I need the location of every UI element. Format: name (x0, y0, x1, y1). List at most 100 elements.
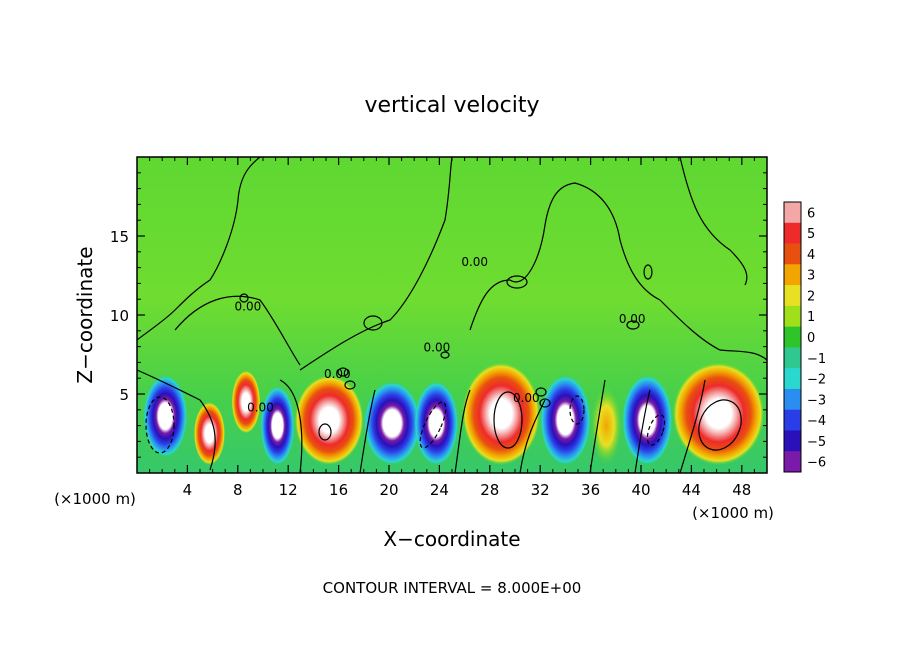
x-tick-label: 44 (682, 481, 701, 499)
contour-line (137, 157, 261, 341)
contour-loop (539, 398, 551, 408)
x-tick-label: 4 (183, 481, 193, 499)
contour-loop (419, 401, 447, 449)
colorbar-label: 5 (807, 227, 815, 242)
colorbar-label: −1 (807, 352, 826, 367)
x-unit-right: (×1000 m) (692, 504, 774, 522)
y-tick-label: 15 (110, 228, 129, 246)
contour-label: 0.00 (424, 340, 451, 354)
y-axis-label: Z−coordinate (73, 246, 97, 383)
y-axis: 5 10 15 (110, 172, 767, 458)
contour-label: 0.00 (619, 312, 646, 326)
field-cell (462, 362, 541, 466)
x-tick-label: 20 (379, 481, 398, 499)
x-tick-label: 48 (732, 481, 751, 499)
chart-title: vertical velocity (364, 93, 539, 118)
colorbar-swatch (784, 388, 801, 411)
contour-line (359, 389, 376, 473)
field-cell (193, 401, 226, 466)
contour-loop (337, 367, 349, 377)
colorbar-swatch (784, 326, 801, 348)
contour-line (679, 157, 748, 286)
colorbar-label: 3 (807, 269, 815, 284)
field-cell (414, 381, 459, 466)
contour-line (519, 399, 546, 473)
contour-labels: 0.00 0.00 0.00 0.00 0.00 0.00 0.00 (235, 255, 646, 414)
contour-line (299, 157, 453, 371)
field-cell (143, 375, 188, 458)
contour-loop (643, 264, 653, 280)
contour-line (454, 389, 471, 473)
contour-loop (318, 423, 332, 441)
contour-loop (506, 275, 528, 289)
field-cell (260, 386, 295, 466)
colorbar-label: −3 (807, 393, 826, 408)
colorbar-label: 0 (807, 331, 815, 346)
field-cell (622, 375, 673, 466)
contour-line (279, 379, 303, 473)
field-cell (363, 381, 421, 466)
contour-loop (535, 387, 547, 397)
contour-loop (363, 315, 383, 331)
x-tick-label: 24 (430, 481, 449, 499)
colorbar-label: −4 (807, 414, 826, 429)
colorbar-swatch (784, 243, 801, 265)
contour-line (589, 379, 606, 473)
contour-loop (344, 380, 356, 390)
colorbar-swatch (784, 202, 801, 224)
colorbar-swatch (784, 285, 801, 307)
x-tick-label: 40 (631, 481, 650, 499)
contour-loop (569, 395, 585, 425)
y-tick-label: 5 (119, 386, 129, 404)
colorbar-swatch (784, 222, 801, 245)
contour-label: 0.00 (461, 255, 488, 269)
colorbar-frame (783, 201, 802, 473)
x-tick-label: 28 (480, 481, 499, 499)
colorbar-label: −2 (807, 373, 826, 388)
contour-lines (137, 157, 767, 473)
x-axis-label: X−coordinate (383, 527, 520, 551)
field-cell (294, 375, 364, 466)
field-cell (540, 375, 591, 466)
field-cell (672, 362, 765, 466)
contour-loop (626, 320, 640, 330)
contour-loop (145, 396, 175, 454)
field-cell (231, 370, 261, 434)
colorbar-label: 2 (807, 289, 815, 304)
x-tick-label: 16 (329, 481, 348, 499)
contour-loop (440, 351, 450, 359)
colorbar-label: 6 (807, 206, 815, 221)
colorbar-swatch (784, 305, 801, 328)
x-tick-label: 32 (531, 481, 550, 499)
contour-line (174, 295, 301, 366)
colorbar-label: 1 (807, 310, 815, 325)
colorbar-label: 4 (807, 248, 815, 263)
contour-loop (698, 399, 742, 451)
x-unit-left: (×1000 m) (54, 490, 136, 508)
contour-loop (493, 391, 523, 449)
colorbar-swatch (784, 409, 801, 431)
colorbar-swatch (784, 368, 801, 390)
x-axis: 4 8 12 16 20 24 28 32 36 40 44 48 (149, 157, 755, 499)
contour-loop (646, 414, 666, 446)
contour-interval-note: CONTOUR INTERVAL = 8.000E+00 (323, 579, 582, 597)
contour-label: 0.00 (324, 367, 351, 381)
field-cell (590, 386, 623, 466)
contour-line (659, 299, 767, 361)
y-tick-label: 10 (110, 307, 129, 325)
x-tick-label: 12 (279, 481, 298, 499)
contour-label: 0.00 (513, 391, 540, 405)
colorbar-swatch (784, 430, 801, 452)
contour-line (679, 379, 706, 473)
colorbar-swatch (784, 264, 801, 286)
contour-line (634, 389, 651, 473)
colorbar-label: −6 (807, 456, 826, 471)
contour-line (137, 369, 216, 471)
contour-line (469, 182, 661, 331)
field-cells (143, 362, 765, 466)
colorbar-swatch (784, 451, 801, 473)
x-tick-label: 36 (581, 481, 600, 499)
contour-loop (239, 293, 249, 303)
colorbar: 6 5 4 3 2 1 0 −1 −2 −3 −4 −5 −6 (783, 201, 826, 473)
